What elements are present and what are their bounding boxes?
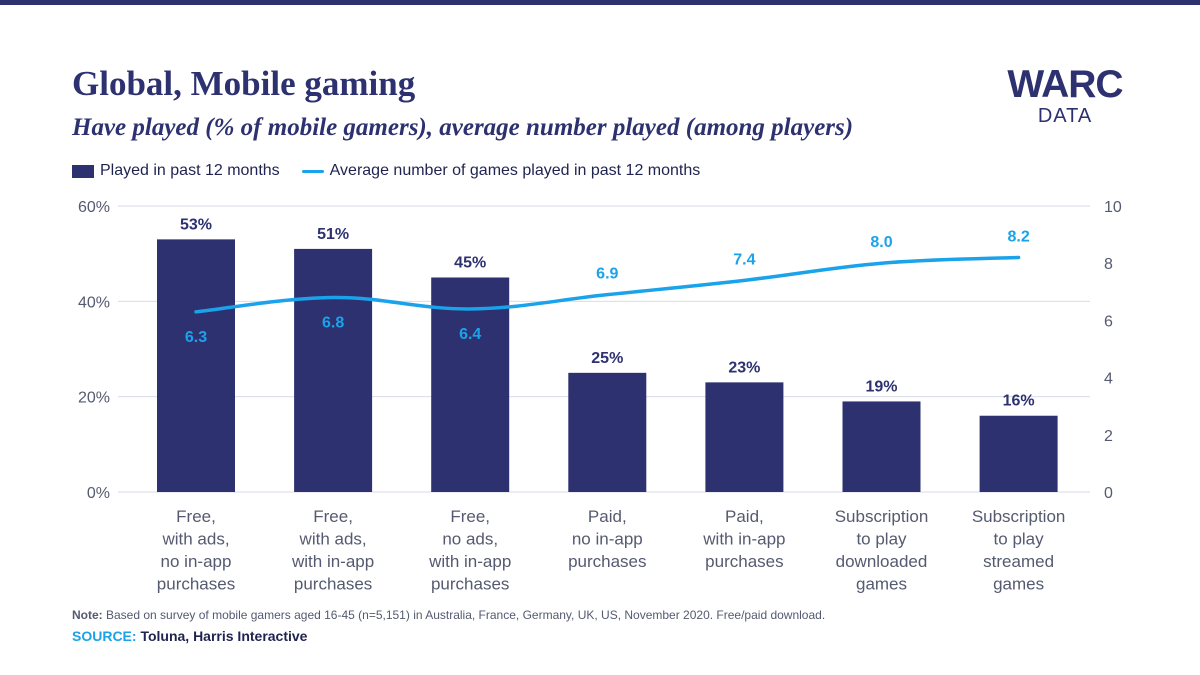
x-category-label-line: to play [856,530,907,549]
x-category-label: Free, with ads, no in-app purchases [157,507,235,594]
legend-label-line: Average number of games played in past 1… [329,162,701,179]
legend-label-bars: Played in past 12 months [100,162,280,179]
line-value-label: 6.4 [459,326,481,343]
x-category-label-line: Paid, [725,507,764,526]
y-left-tick-label: 60% [78,199,110,216]
x-category-label-line: streamed [983,552,1054,571]
line-value-label: 8.0 [870,234,892,251]
x-category-label-line: to play [994,530,1045,549]
bar [294,248,373,492]
bar-value-label: 19% [865,378,897,395]
y-left-tick-label: 20% [78,390,110,407]
top-accent-bar [0,0,1200,5]
x-category-label: Paid, no in-app purchases [568,507,646,571]
bar-value-label: 23% [728,359,760,376]
x-category-label-line: purchases [705,552,783,571]
x-category-label-line: downloaded [836,552,928,571]
source-line: SOURCE: Toluna, Harris Interactive [72,628,307,644]
x-category-label: Subscription to play streamed games [972,507,1066,594]
legend-item-bars: Played in past 12 months [72,162,280,180]
bar-value-label: 25% [591,350,623,367]
chart-legend: Played in past 12 months Average number … [72,161,722,181]
x-category-label: Free, with ads, with in-app purchases [291,507,374,594]
x-category-label: Free, no ads, with in-app purchases [428,507,511,594]
y-right-tick-label: 4 [1104,371,1113,388]
y-right-tick-label: 0 [1104,485,1113,502]
y-left-tick-label: 40% [78,294,110,311]
bar [705,382,784,492]
note-text: Based on survey of mobile gamers aged 16… [102,608,826,622]
x-category-label-line: with in-app [291,552,374,571]
x-category-label-line: purchases [294,575,372,594]
bar [842,401,921,492]
y-right-tick-label: 10 [1104,199,1122,216]
source-text: Toluna, Harris Interactive [136,628,308,644]
x-category-label-line: Subscription [972,507,1066,526]
note-label: Note: [72,608,103,622]
average-games-line [194,255,1021,314]
line-value-label: 6.8 [322,315,344,332]
y-left-tick-label: 0% [87,485,110,502]
bar-value-label: 16% [1003,393,1035,410]
legend-bar-swatch [72,164,94,178]
line-value-label: 6.3 [185,329,207,346]
x-category-label-line: no ads, [442,530,498,549]
x-category-label-line: purchases [568,552,646,571]
bar [157,239,235,492]
bar [431,277,510,492]
x-category-label-line: Free, [176,507,216,526]
x-category-label-line: purchases [157,575,235,594]
x-category-label-line: Subscription [835,507,929,526]
footnote: Note: Based on survey of mobile gamers a… [72,608,825,622]
legend-item-line: Average number of games played in past 1… [301,162,701,180]
x-category-label: Paid, with in-app purchases [702,507,785,571]
x-category-label-line: Free, [450,507,490,526]
bar-value-label: 51% [317,226,349,243]
x-category-label-line: with ads, [161,530,229,549]
y-right-tick-label: 6 [1104,313,1113,330]
x-category-label-line: with in-app [702,530,785,549]
x-category-label-line: Free, [313,507,353,526]
logo-wordmark: WARC [1007,63,1123,106]
source-label: SOURCE: [72,628,137,644]
line-value-label: 8.2 [1007,228,1029,245]
x-category-label-line: with ads, [299,530,367,549]
bar [568,372,647,492]
line-value-label: 7.4 [733,251,755,268]
x-category-label: Subscription to play downloaded games [835,507,929,594]
line-value-label: 6.9 [596,266,618,283]
chart-subtitle: Have played (% of mobile gamers), averag… [72,114,854,141]
x-category-label-line: no in-app [161,552,232,571]
bar [979,415,1058,492]
combo-chart: 0% 20% 40% 60% 0 2 4 6 8 10 53% 51% 45% 25% 23% 19% 16% 6… [78,199,1122,594]
legend-line-swatch [301,169,324,173]
x-category-label-line: games [856,575,907,594]
chart-title: Global, Mobile gaming [72,64,416,103]
x-category-label-line: Paid, [588,507,627,526]
bar-value-label: 53% [180,216,212,233]
x-category-label-line: games [993,575,1044,594]
y-right-tick-label: 2 [1104,428,1113,445]
x-category-label-line: purchases [431,575,509,594]
x-category-label-line: no in-app [572,530,643,549]
x-category-label-line: with in-app [428,552,511,571]
logo-subtext: DATA [1037,105,1093,127]
bar-value-label: 45% [454,255,486,272]
warc-data-logo: WARC DATA [1000,63,1130,127]
y-right-tick-label: 8 [1104,256,1113,273]
